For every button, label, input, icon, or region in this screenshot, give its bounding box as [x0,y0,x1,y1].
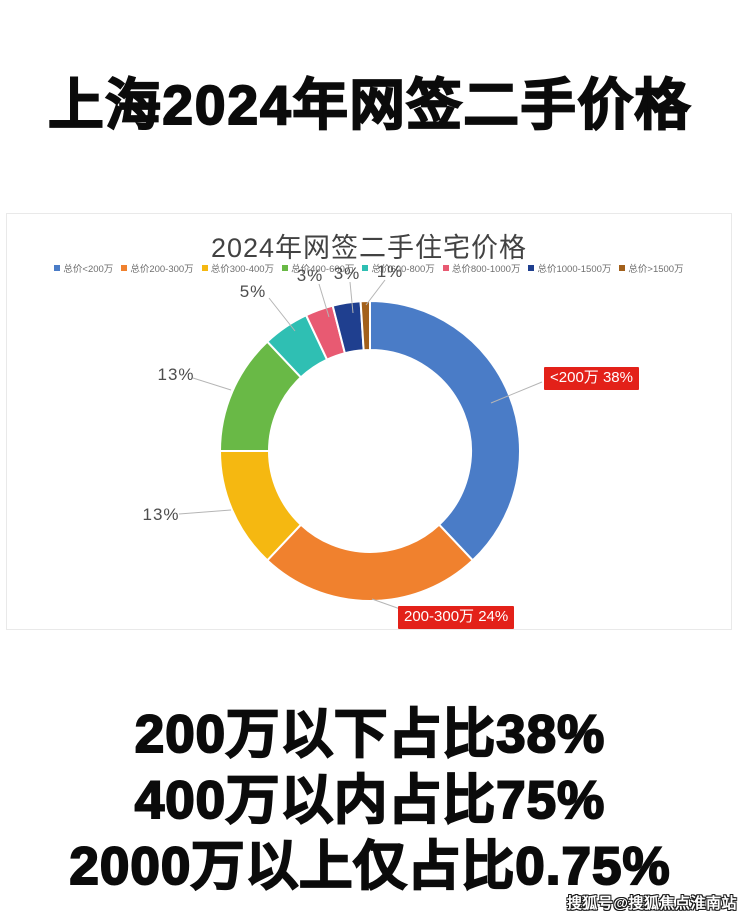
pct-label-400-600: 13% [157,365,195,384]
callout-label-200-300: 200-300万 24% [398,606,515,629]
summary-line-1: 200万以下占比38% [134,704,606,765]
leader-line [490,381,543,404]
legend-label: 总价200-300万 [130,264,194,275]
leader-line [371,598,404,611]
legend-item: 总价<200万 [54,261,113,275]
legend-marker-icon [121,265,128,271]
legend-label: 总价1000-1500万 [537,264,612,275]
leader-line [192,377,232,391]
legend-marker-icon [54,265,61,271]
legend-marker-icon [201,265,208,271]
pct-label-300-400: 13% [142,505,180,524]
pct-label-800-1000: 3% [296,266,324,285]
legend-label: 总价800-1000万 [451,264,521,275]
page-title: 上海2024年网签二手价格 [47,73,692,137]
leader-lines [178,279,543,611]
legend-label: 总价300-400万 [210,264,275,275]
legend-marker-icon [442,265,449,271]
summary-block: 200万以下占比38% 400万以内占比75% 2000万以上仅占比0.75% [0,702,740,900]
legend-marker-icon [362,265,369,271]
legend-marker-icon [282,265,289,271]
leader-line [268,297,296,332]
chart-title: 2024年网签二手住宅价格 [210,233,528,263]
chart-legend: 总价<200万 总价200-300万 总价300-400万 总价400-600万 总价6… [7,261,731,275]
legend-label: 总价400-600万 [291,264,355,275]
legend-item: 总价800-1000万 [442,261,521,275]
legend-label: 总价<200万 [63,264,114,275]
legend-item: 总价1000-1500万 [528,261,611,275]
leader-line [178,509,232,515]
legend-marker-icon [619,265,626,271]
legend-item: 总价600-800万 [362,261,435,275]
watermark: 搜狐号@搜狐焦点淮南站 [566,895,737,912]
legend-label: 总价600-800万 [371,264,435,275]
legend-item: 总价>1500万 [619,261,684,275]
chart-card: 2024年网签二手住宅价格 总价<200万 总价200-300万 总价300-400… [6,213,732,630]
donut-chart-svg [178,279,543,611]
callout-label-under-200: <200万 38% [544,367,639,390]
legend-item: 总价400-600万 [282,261,354,275]
leader-line [365,279,386,306]
pct-label-over-1500: 1% [376,262,404,281]
legend-item: 总价300-400万 [201,261,275,275]
summary-line-3: 2000万以上仅占比0.75% [68,836,671,897]
leader-line [318,283,330,318]
donut-slice [369,300,521,562]
donut-slice [359,300,371,352]
legend-label: 总价>1500万 [628,264,684,275]
leader-line [349,281,354,314]
legend-marker-icon [528,265,535,271]
pct-label-1000-1500: 3% [333,264,361,283]
summary-line-2: 400万以内占比75% [134,770,606,831]
donut-slice [266,523,474,602]
pct-label-600-800: 5% [239,282,267,301]
legend-item: 总价200-300万 [121,261,194,275]
